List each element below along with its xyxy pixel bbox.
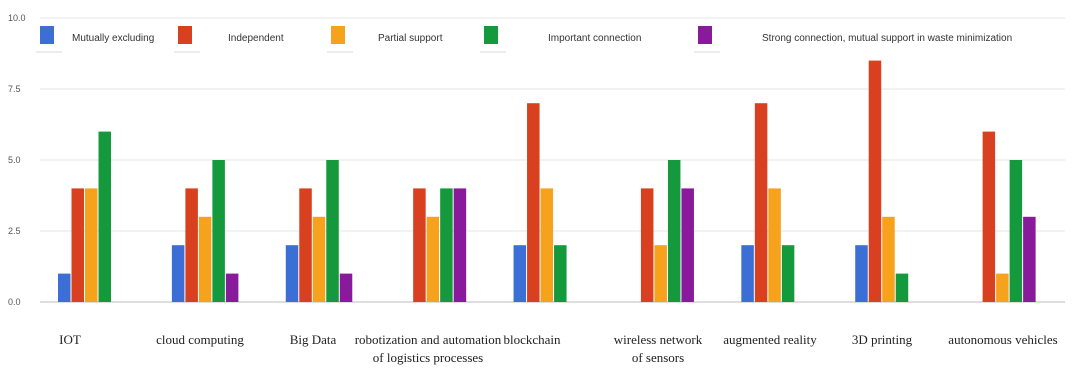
legend-label: Important connection (548, 33, 641, 44)
bar-3-9 (996, 273, 1009, 302)
legend-label: Independent (228, 33, 284, 44)
bar-5-2 (225, 273, 239, 302)
legend-swatch (484, 26, 498, 44)
bar-5-3 (339, 273, 353, 302)
bar-1-1 (58, 273, 71, 302)
bar-5-9 (1023, 216, 1036, 302)
bar-2-1 (71, 188, 84, 302)
category-label: wireless network (614, 332, 703, 347)
category-label: of logistics processes (373, 350, 483, 365)
bar-1-7 (741, 245, 754, 302)
bar-4-3 (326, 160, 339, 302)
y-tick-label: 2.5 (8, 226, 21, 236)
bar-4-5 (554, 245, 567, 302)
bar-3-7 (768, 188, 781, 302)
category-label: 3D printing (852, 332, 913, 347)
legend-label: Mutually excluding (72, 33, 154, 44)
bar-4-9 (1009, 160, 1023, 302)
y-tick-label: 5.0 (8, 155, 21, 165)
bar-2-7 (754, 103, 768, 302)
bar-3-3 (312, 216, 326, 302)
bars (58, 60, 1036, 302)
bar-3-8 (882, 216, 895, 302)
legend-swatch (698, 26, 712, 44)
legend-label: Partial support (378, 33, 443, 44)
bar-3-5 (540, 188, 554, 302)
bar-5-4 (453, 188, 467, 302)
category-label: Big Data (290, 332, 337, 347)
bar-3-1 (85, 188, 98, 302)
category-label: robotization and automation (355, 332, 502, 347)
bar-4-2 (212, 160, 225, 302)
category-label: blockchain (503, 332, 561, 347)
bar-3-6 (654, 245, 667, 302)
bar-4-8 (895, 273, 909, 302)
category-label: of sensors (632, 350, 684, 365)
legend-swatch (40, 26, 54, 44)
bar-4-1 (98, 131, 111, 302)
bar-2-3 (299, 188, 312, 302)
legend-label: Strong connection, mutual support in was… (762, 33, 1012, 44)
bar-2-6 (640, 188, 654, 302)
category-label: cloud computing (156, 332, 244, 347)
bar-5-6 (681, 188, 694, 302)
bar-2-5 (527, 103, 540, 302)
bar-3-2 (198, 216, 212, 302)
y-tick-label: 0.0 (8, 297, 21, 307)
category-label: autonomous vehicles (948, 332, 1057, 347)
bar-1-5 (513, 245, 527, 302)
x-axis-category-labels: IOT cloud computing Big Data robotization a… (59, 332, 1058, 365)
bar-1-3 (285, 245, 299, 302)
bar-2-2 (185, 188, 198, 302)
bar-2-8 (868, 60, 882, 302)
category-label: augmented reality (723, 332, 817, 347)
legend-swatch (331, 26, 345, 44)
y-tick-label: 10.0 (8, 13, 26, 23)
category-label: IOT (59, 332, 81, 347)
bar-1-8 (855, 245, 868, 302)
bar-4-7 (781, 245, 795, 302)
bar-4-4 (440, 188, 453, 302)
bar-4-6 (667, 160, 681, 302)
bar-2-4 (413, 188, 426, 302)
legend-swatch (178, 26, 192, 44)
legend: Mutually excluding Independent Partial sup… (36, 26, 1012, 53)
bar-1-2 (171, 245, 185, 302)
y-axis-ticks: 0.0 2.5 5.0 7.5 10.0 (8, 13, 26, 307)
bar-3-4 (426, 216, 440, 302)
y-tick-label: 7.5 (8, 84, 21, 94)
bar-2-9 (982, 131, 996, 302)
